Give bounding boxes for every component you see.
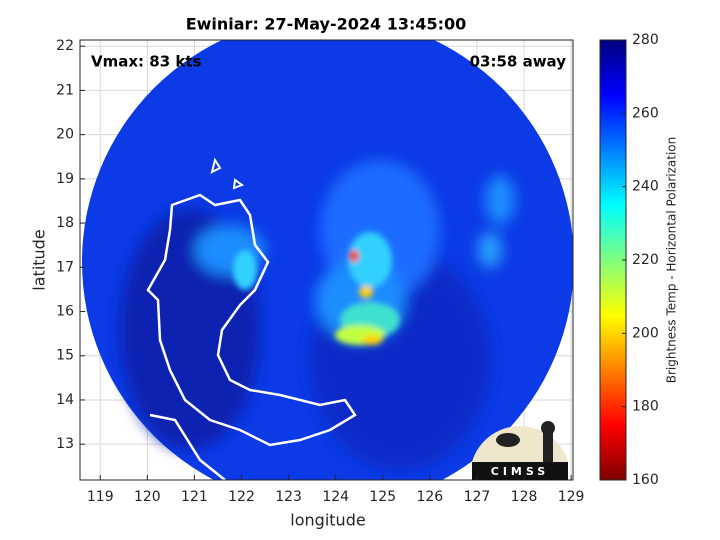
colorbar — [600, 40, 626, 480]
x-tick-label: 127 — [464, 489, 491, 505]
y-tick-label: 14 — [56, 392, 74, 408]
x-tick-label: 120 — [134, 489, 161, 505]
y-tick-label: 17 — [56, 259, 74, 275]
colorbar-label: Brightness Temp - Horizontal Polarizatio… — [665, 137, 679, 384]
x-tick-label: 119 — [87, 489, 114, 505]
x-tick-label: 123 — [275, 489, 302, 505]
satellite-image — [82, 40, 573, 480]
colorbar-tick-label: 240 — [632, 179, 659, 195]
x-tick-label: 128 — [511, 489, 538, 505]
y-tick-label: 13 — [56, 436, 74, 452]
y-tick-label: 18 — [56, 215, 74, 231]
coastline — [146, 193, 357, 480]
y-tick-label: 21 — [56, 82, 74, 98]
colorbar-tick-label: 180 — [632, 399, 659, 415]
y-axis-label: latitude — [30, 229, 49, 290]
y-tick-label: 19 — [56, 171, 74, 187]
y-tick-label: 22 — [56, 38, 74, 54]
coastline — [210, 157, 245, 190]
y-tick-label: 16 — [56, 304, 74, 320]
logo — [472, 421, 568, 480]
colorbar-tick-label: 160 — [632, 472, 659, 488]
x-axis-label: longitude — [290, 511, 365, 530]
x-tick-label: 122 — [228, 489, 255, 505]
logo-text: CIMSS — [491, 465, 549, 478]
colorbar-tick-label: 280 — [632, 32, 659, 48]
y-tick-label: 15 — [56, 348, 74, 364]
colorbar-tick-label: 200 — [632, 325, 659, 341]
chart-title: Ewiniar: 27-May-2024 13:45:00 — [186, 15, 467, 34]
annotation: 03:58 away — [470, 53, 567, 71]
plot-frame — [79, 39, 574, 481]
x-tick-label: 121 — [181, 489, 208, 505]
x-tick-label: 129 — [558, 489, 585, 505]
colorbar-tick-label: 260 — [632, 105, 659, 121]
x-tick-label: 125 — [369, 489, 396, 505]
y-tick-label: 20 — [56, 127, 74, 143]
x-tick-label: 126 — [416, 489, 443, 505]
x-tick-label: 124 — [322, 489, 349, 505]
annotation: Vmax: 83 kts — [91, 53, 201, 71]
colorbar-tick-label: 220 — [632, 252, 659, 268]
